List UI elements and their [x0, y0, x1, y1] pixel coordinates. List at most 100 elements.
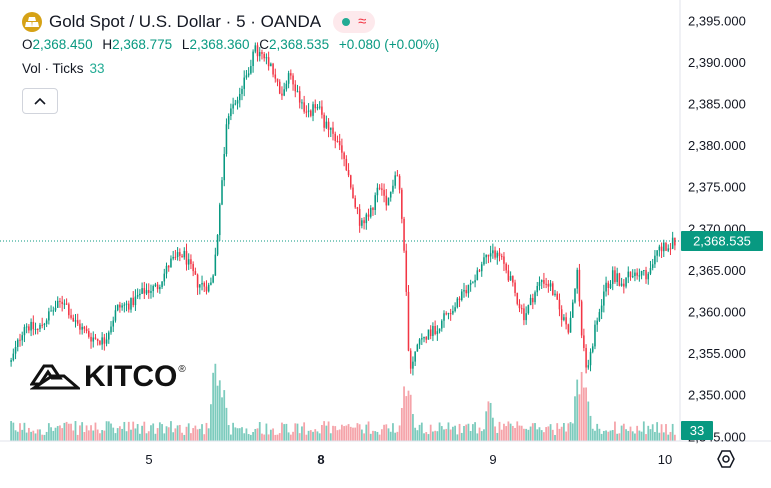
candle-body: [500, 256, 503, 258]
approx-wave-icon: ≈: [358, 13, 367, 30]
volume-bar: [445, 428, 448, 441]
candle-body: [234, 103, 237, 105]
candle-body: [143, 288, 146, 294]
volume-bar: [230, 434, 232, 441]
candle-body: [94, 337, 97, 339]
volume-bar: [394, 432, 397, 441]
volume-bar: [549, 424, 552, 441]
candle-body: [181, 255, 183, 258]
volume-bar: [429, 424, 432, 441]
candle-body: [72, 317, 75, 322]
candle-body: [185, 250, 188, 265]
volume-bar: [374, 431, 377, 441]
volume-bar: [136, 424, 139, 441]
volume-bar: [165, 426, 168, 441]
candle-body: [41, 324, 43, 326]
volume-bar: [181, 432, 183, 441]
candle-body: [674, 237, 676, 246]
volume-bar: [387, 428, 390, 441]
volume-bar: [70, 423, 72, 441]
volume-bar: [531, 423, 534, 441]
volume-bar: [107, 421, 110, 441]
volume-bar: [45, 431, 48, 441]
volume-bar: [540, 430, 543, 441]
volume-bar: [274, 434, 277, 441]
volume-bar: [443, 429, 445, 441]
candle-body: [651, 264, 654, 269]
candle-body: [660, 246, 663, 252]
volume-bar: [30, 431, 32, 441]
volume-bar: [347, 424, 350, 441]
market-status-pill[interactable]: ≈: [333, 11, 376, 33]
candle-body: [214, 254, 217, 276]
candle-body: [283, 89, 285, 96]
candle-body: [252, 51, 254, 67]
chart-settings-button[interactable]: [715, 448, 737, 470]
volume-bar: [287, 432, 290, 441]
volume-bar: [567, 423, 570, 441]
volume-bar: [412, 414, 414, 441]
candle-body: [310, 110, 312, 116]
volume-bar: [329, 433, 332, 441]
candle-body: [369, 207, 372, 217]
volume-bar: [598, 428, 601, 441]
volume-bar: [216, 385, 219, 441]
volume-bar: [594, 430, 596, 441]
candle-body: [365, 214, 368, 224]
volume-bar: [272, 428, 274, 441]
volume-bar: [483, 429, 485, 441]
candle-body: [583, 335, 585, 348]
candle-body: [179, 252, 181, 256]
volume-bar: [565, 431, 567, 441]
volume-bar: [67, 423, 70, 441]
candle-body: [421, 338, 423, 340]
volume-bar: [554, 434, 556, 441]
volume-bar: [616, 433, 619, 441]
volume-bar: [372, 430, 374, 441]
candle-body: [245, 75, 248, 78]
collapse-legend-button[interactable]: [22, 88, 58, 114]
volume-bar: [14, 430, 17, 441]
y-tick-label: 2,365.000: [688, 263, 746, 278]
volume-bar: [298, 433, 301, 441]
candle-body: [276, 78, 279, 82]
candle-body: [290, 73, 292, 76]
candle-body: [45, 320, 48, 324]
volume-legend[interactable]: Vol · Ticks 33: [22, 61, 445, 79]
high-label: H: [102, 37, 113, 52]
volume-bar: [116, 428, 119, 441]
symbol-title[interactable]: Gold Spot / U.S. Dollar · 5 · OANDA: [49, 12, 322, 31]
volume-bar: [43, 434, 46, 441]
volume-bar: [436, 431, 439, 441]
volume-bar: [489, 402, 492, 441]
volume-bar: [72, 430, 75, 441]
volume-bar: [385, 424, 388, 441]
volume-bar: [536, 429, 539, 441]
candle-body: [79, 323, 81, 330]
candle-body: [667, 248, 670, 251]
volume-bar: [252, 432, 254, 441]
candle-body: [665, 242, 667, 251]
volume-bar: [423, 433, 425, 441]
candle-body: [669, 248, 672, 250]
volume-bar: [105, 421, 108, 441]
volume-bar: [496, 432, 499, 441]
candle-body: [512, 276, 514, 283]
candle-body: [525, 313, 527, 321]
candle-body: [201, 282, 203, 285]
candle-body: [212, 275, 214, 283]
volume-bar: [54, 427, 57, 441]
candle-body: [334, 133, 337, 142]
volume-bar: [25, 432, 28, 441]
volume-bar: [127, 421, 130, 441]
volume-bar: [671, 423, 674, 441]
candle-body: [301, 102, 303, 104]
volume-bar: [61, 428, 64, 441]
candle-body: [536, 285, 539, 293]
candle-body: [463, 290, 465, 292]
low-value: 2,368.360: [189, 37, 250, 52]
candle-body: [358, 208, 361, 226]
candle-body: [367, 214, 370, 217]
